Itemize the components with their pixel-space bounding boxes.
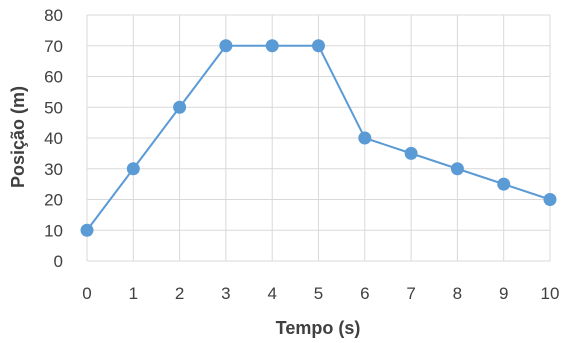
data-point [173,100,187,114]
x-tick-label: 5 [314,284,323,303]
data-point [126,162,140,176]
y-tick-label: 60 [44,68,63,87]
y-tick-label: 80 [44,6,63,25]
series-layer [80,39,557,237]
y-tick-label: 70 [44,37,63,56]
grid [86,14,551,262]
x-tick-label: 3 [221,284,230,303]
data-point [219,39,233,53]
x-tick-label: 2 [175,284,184,303]
x-tick-label: 1 [129,284,138,303]
data-point [358,131,372,145]
y-tick-label: 20 [44,191,63,210]
y-axis-ticks: 0 10 20 30 40 50 60 70 80 [44,6,63,271]
y-tick-label: 50 [44,98,63,117]
x-tick-label: 10 [541,284,560,303]
x-axis-title: Tempo (s) [276,318,361,338]
x-tick-label: 0 [82,284,91,303]
x-tick-label: 6 [360,284,369,303]
data-point [450,162,464,176]
data-point [497,177,511,191]
x-tick-label: 8 [453,284,462,303]
y-tick-label: 0 [54,252,63,271]
data-point [265,39,279,53]
y-axis-title: Posição (m) [8,86,28,188]
x-tick-label: 4 [267,284,276,303]
x-tick-label: 7 [406,284,415,303]
data-point [312,39,325,53]
data-point [80,223,94,237]
x-tick-label: 9 [499,284,508,303]
y-tick-label: 30 [44,160,63,179]
y-tick-label: 10 [44,221,63,240]
x-axis-ticks: 0 1 2 3 4 5 6 7 8 9 10 [82,284,559,303]
y-tick-label: 40 [44,129,63,148]
data-point [404,146,418,160]
data-point [543,193,557,206]
